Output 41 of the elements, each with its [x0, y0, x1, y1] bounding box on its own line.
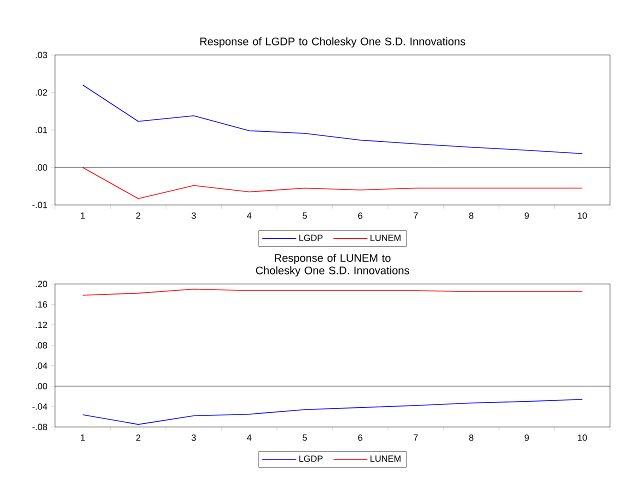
y-tick-label: .16	[36, 301, 48, 308]
line-series	[82, 84, 583, 154]
x-tick-label: 5	[302, 434, 307, 441]
x-tick-label: 3	[192, 212, 196, 219]
x-tick-label: 2	[136, 434, 140, 441]
legend-label: LUNEM	[370, 234, 400, 241]
x-tick-label: 3	[192, 434, 196, 441]
x-tick-label: 1	[80, 434, 85, 441]
x-tick-label: 9	[524, 434, 529, 441]
y-tick-label: .08	[36, 342, 48, 348]
y-tick-label: .12	[36, 322, 48, 328]
y-tick-label: .01	[36, 126, 48, 134]
y-tick-label: .00	[36, 164, 48, 171]
y-tick-label: -.04	[32, 403, 48, 410]
chart-title: Response of LGDP to Cholesky One S.D. Innovations	[200, 37, 466, 48]
legend-label: LGDP	[299, 455, 323, 462]
line-series	[82, 399, 583, 425]
legend-label: LGDP	[299, 234, 323, 242]
x-tick-label: 4	[246, 212, 252, 219]
x-tick-label: 8	[469, 434, 474, 441]
x-tick-label: 4	[246, 434, 252, 441]
y-tick-label: .03	[36, 52, 48, 58]
y-tick-label: -.08	[32, 424, 48, 430]
x-tick-label: 7	[414, 434, 418, 441]
x-tick-label: 7	[414, 212, 418, 219]
y-tick-label: .00	[36, 382, 48, 390]
y-tick-label: -.01	[32, 202, 48, 208]
x-tick-label: 5	[302, 212, 307, 219]
x-tick-label: 8	[469, 212, 474, 219]
x-tick-label: 10	[578, 434, 587, 441]
x-tick-label: 10	[578, 212, 587, 219]
chart-title: Response of LUNEM to Cholesky One S.D. Innovations	[256, 254, 410, 276]
x-tick-label: 1	[80, 212, 85, 219]
y-tick-label: .02	[36, 89, 48, 96]
x-tick-label: 9	[524, 212, 529, 219]
y-tick-label: .04	[36, 362, 48, 369]
x-tick-label: 6	[358, 434, 362, 441]
x-tick-label: 2	[136, 212, 140, 219]
x-tick-label: 6	[358, 212, 362, 219]
y-tick-label: .20	[36, 280, 48, 288]
legend-label: LUNEM	[370, 456, 400, 462]
